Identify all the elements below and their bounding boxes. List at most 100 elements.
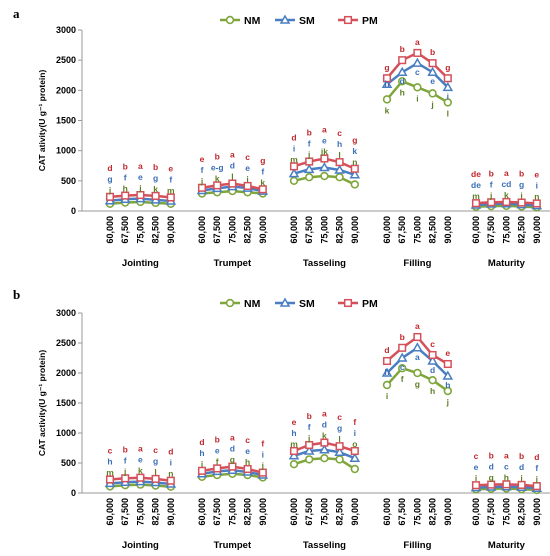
point-nm	[398, 364, 407, 373]
sig-letter-pm: d	[534, 452, 539, 462]
stage-label-maturity: Maturity	[488, 258, 526, 269]
sig-letter-nm: j	[307, 433, 310, 443]
stage-label-maturity: Maturity	[488, 540, 526, 551]
sig-letter-pm: f	[261, 439, 264, 449]
point-sm	[381, 78, 393, 89]
sig-letter-sm: d	[519, 462, 524, 472]
point-nm	[320, 171, 329, 181]
sig-letter-pm: b	[489, 168, 494, 178]
sig-letter-pm: d	[199, 437, 204, 447]
sig-letter-nm: j	[446, 397, 449, 407]
point-pm	[121, 191, 130, 200]
point-sm	[334, 164, 345, 174]
legend-label-pm: PM	[362, 15, 378, 27]
sig-letter-nm: n	[168, 469, 173, 479]
point-sm	[319, 444, 330, 454]
sig-letter-sm: c	[400, 362, 405, 372]
panel-a: a 0 500 1000 1500 2000 2500 3000 CAT ativity(U g…	[13, 6, 550, 269]
x-tick-label: 82,500	[243, 216, 253, 244]
sig-letter-pm: d	[168, 447, 173, 457]
sig-letter-nm: l	[231, 172, 233, 182]
y-tick-label: 3000	[56, 308, 76, 318]
sig-letter-pm: e	[292, 417, 297, 427]
x-tick-label: 60,000	[105, 498, 115, 526]
sig-letter-sm: a	[415, 352, 420, 362]
sig-letter-pm: b	[430, 47, 435, 57]
point-nm	[443, 98, 452, 107]
sig-letter-sm: f	[169, 174, 172, 184]
panel-letter: b	[13, 287, 20, 302]
point-sm	[303, 445, 315, 455]
point-sm	[396, 352, 408, 362]
group-filling: 60,000 67,500 75,000 82,500 90,000Fillingghk…	[381, 37, 454, 269]
x-tick-label: 82,500	[335, 216, 345, 244]
point-nm	[382, 95, 392, 104]
sig-letter-nm: j	[307, 150, 310, 160]
y-tick-label: 0	[71, 206, 76, 216]
sig-letter-sm: g	[153, 456, 158, 466]
point-pm	[289, 162, 299, 171]
x-tick-label: 60,000	[471, 216, 481, 244]
point-nm	[382, 380, 392, 390]
point-sm	[442, 81, 454, 92]
sig-letter-nm: k	[138, 466, 143, 476]
point-pm	[243, 464, 252, 474]
sig-letter-sm: k	[352, 146, 357, 156]
stage-label-filling: Filling	[403, 540, 431, 551]
x-tick-label: 90,000	[258, 498, 268, 526]
x-tick-label: 75,000	[319, 498, 329, 526]
x-tick-label: 90,000	[258, 216, 268, 244]
y-tick-label: 2000	[56, 85, 76, 95]
point-nm	[305, 173, 314, 182]
sig-letter-sm: f	[535, 463, 538, 473]
point-sm	[349, 452, 361, 462]
sig-letter-nm: o	[352, 439, 357, 449]
sig-letter-pm: b	[307, 128, 312, 138]
x-tick-label: 75,000	[501, 498, 511, 526]
x-tick-label: 90,000	[350, 216, 360, 244]
x-tick-label: 60,000	[105, 216, 115, 244]
sig-letter-pm: e	[168, 163, 173, 173]
sig-letter-nm: j	[138, 183, 141, 193]
stage-label-tasseling: Tasseling	[303, 258, 346, 269]
sig-letter-sm: f	[308, 139, 311, 149]
point-nm	[320, 454, 329, 463]
sig-letter-sm: d	[230, 161, 235, 171]
point-pm	[105, 192, 115, 201]
point-pm	[413, 332, 422, 342]
y-axis-title: CAT ativity(U g⁻¹ protein)	[37, 70, 47, 172]
sig-letter-sm: e	[245, 163, 250, 173]
y-tick-label: 2000	[56, 368, 76, 378]
legend-marker-sm	[279, 297, 291, 307]
point-pm	[320, 438, 329, 447]
point-sm	[288, 168, 300, 178]
x-tick-label: 67,500	[397, 498, 407, 526]
sig-letter-nm: g	[415, 379, 420, 389]
sig-letter-nm: n	[352, 157, 357, 167]
point-pm	[243, 181, 252, 191]
sig-letter-pm: b	[400, 332, 405, 342]
y-axis-title: CAT activity(U g⁻¹ protein)	[37, 350, 47, 456]
point-sm	[427, 355, 438, 365]
y-tick-label: 500	[61, 458, 76, 468]
point-sm	[349, 169, 361, 179]
sig-letter-nm: m	[167, 185, 175, 195]
sig-letter-sm: i	[293, 143, 295, 153]
stage-label-tasseling: Tasseling	[303, 540, 346, 551]
sig-letter-pm: a	[230, 433, 235, 443]
sig-letter-sm: f	[308, 422, 311, 432]
sig-letter-nm: f	[216, 456, 219, 466]
y-tick-label: 3000	[56, 25, 76, 35]
point-sm	[396, 66, 408, 76]
sig-letter-pm: a	[138, 161, 143, 171]
point-pm	[166, 193, 175, 202]
sig-letter-pm: b	[215, 151, 220, 161]
x-tick-label: 90,000	[532, 216, 542, 244]
point-sm	[381, 367, 393, 377]
sig-letter-nm: g	[230, 455, 235, 465]
stage-label-trumpet: Trumpet	[214, 258, 252, 269]
x-tick-label: 67,500	[304, 216, 314, 244]
sig-letter-pm: d	[384, 345, 389, 355]
point-nm	[428, 376, 437, 385]
sig-letter-pm: c	[337, 412, 342, 422]
